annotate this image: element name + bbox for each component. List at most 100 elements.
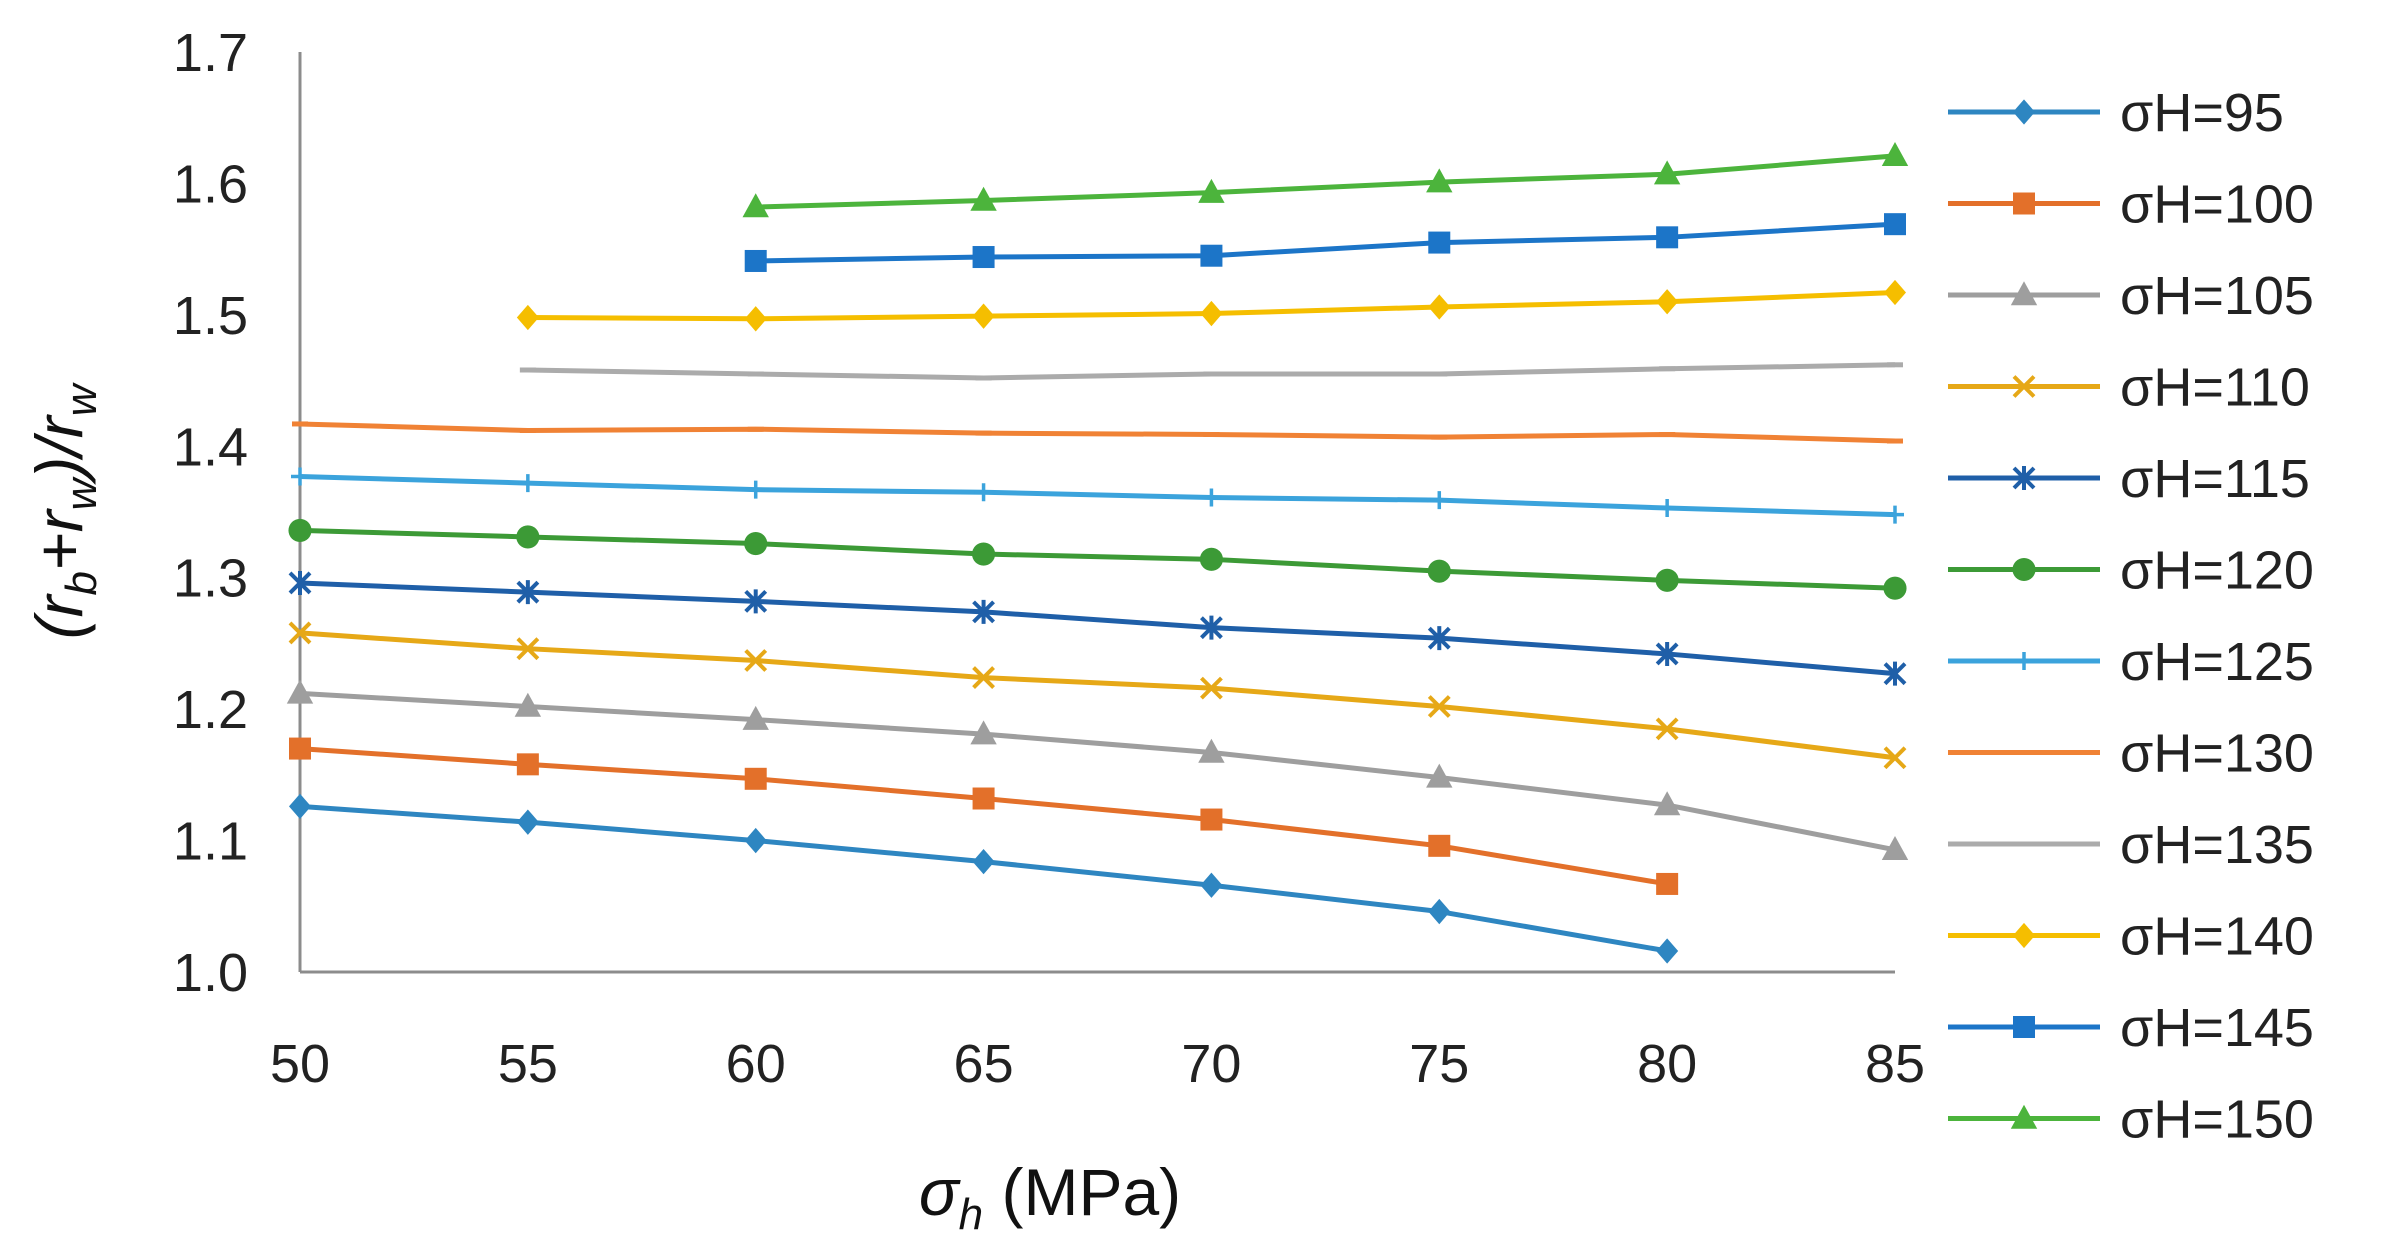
x-tick-label: 65 [954, 1034, 1014, 1094]
legend-item-sigmah-95: σH=95 [1948, 83, 2284, 143]
marker-star [1883, 661, 1907, 686]
marker-diamond [744, 306, 767, 332]
series-line [755, 221, 1896, 264]
marker-diamond [744, 827, 767, 854]
marker-x [744, 649, 768, 672]
x-axis-title-unit: (MPa) [1001, 1155, 1181, 1229]
legend-item-sigmah-130: σH=130 [1948, 724, 2314, 784]
x-tick-label: 80 [1637, 1034, 1697, 1094]
legend-label: σH=120 [2120, 541, 2314, 601]
marker-x [1655, 717, 1679, 741]
marker-x [2012, 375, 2036, 398]
marker-star [1427, 626, 1451, 651]
marker-triangle [514, 692, 542, 717]
marker-square [972, 787, 995, 810]
legend-label: σH=150 [2120, 1090, 2314, 1150]
series-line [299, 474, 1896, 518]
y-axis-title-part-4: w [57, 475, 106, 510]
y-tick-labels: 1.0 1.1 1.2 1.3 1.4 1.5 1.6 1.7 [173, 23, 248, 1003]
marker-circle [1655, 568, 1679, 592]
marker-circle [516, 525, 540, 549]
series-line [299, 580, 1896, 677]
marker-x [1883, 746, 1907, 770]
marker-circle [1883, 576, 1907, 600]
marker-plus [291, 467, 309, 486]
marker-square [1200, 244, 1223, 267]
marker-circle [288, 518, 312, 542]
marker-diamond [1200, 872, 1223, 898]
series-sigmah-115 [288, 570, 1907, 686]
x-tick-label: 55 [498, 1034, 558, 1094]
legend-item-sigmah-145: σH=145 [1948, 998, 2314, 1058]
marker-circle [1199, 547, 1223, 571]
marker-square [744, 249, 767, 272]
marker-star [972, 599, 995, 624]
y-axis-title-part-1: (r [22, 592, 96, 639]
y-tick-label: 1.7 [173, 23, 248, 83]
x-tick-label: 50 [270, 1034, 330, 1094]
marker-triangle [1653, 791, 1681, 816]
legend-item-sigmah-150: σH=150 [1948, 1090, 2314, 1150]
marker-diamond [1428, 294, 1451, 320]
series-sigmah-145 [744, 213, 1906, 272]
legend-label: σH=145 [2120, 998, 2314, 1058]
marker-diamond [972, 848, 995, 875]
marker-circle [972, 542, 996, 566]
x-axis-title-symbol: σ [919, 1155, 961, 1229]
legend: σH=95 σH=100 σH=105 σH=110 σH=115 σH=120 σH=12… [1948, 83, 2314, 1150]
x-tick-label: 75 [1409, 1034, 1469, 1094]
marker-plus [1202, 488, 1221, 507]
series-line [299, 421, 1896, 444]
marker-plus [746, 480, 765, 499]
marker-triangle [1198, 178, 1225, 203]
marker-diamond [1656, 938, 1679, 964]
series-sigmah-110 [288, 621, 1907, 770]
series-layer [286, 142, 1909, 964]
marker-triangle [286, 679, 314, 704]
legend-label: σH=105 [2120, 266, 2314, 326]
marker-x [288, 621, 312, 645]
marker-triangle [1653, 160, 1681, 185]
marker-diamond [1428, 898, 1451, 925]
marker-square [2013, 1016, 2035, 1038]
series-sigmah-135 [519, 362, 1903, 381]
legend-label: σH=100 [2120, 175, 2314, 235]
legend-item-sigmah-110: σH=110 [1948, 358, 2310, 418]
marker-x [1427, 695, 1451, 718]
marker-square [1200, 808, 1223, 831]
series-sigmah-100 [289, 737, 1679, 895]
series-sigmah-120 [288, 518, 1907, 600]
marker-triangle [1426, 168, 1453, 193]
marker-square [1656, 872, 1679, 895]
y-axis-title: (rb+rw)/rw [22, 381, 106, 639]
legend-item-sigmah-120: σH=120 [1948, 541, 2314, 601]
marker-diamond [2013, 922, 2035, 949]
y-tick-label: 1.4 [173, 417, 248, 477]
legend-label: σH=110 [2120, 358, 2310, 418]
x-tick-label: 60 [726, 1034, 786, 1094]
marker-diamond [289, 793, 311, 820]
marker-diamond [972, 303, 995, 329]
legend-label: σH=135 [2120, 815, 2314, 875]
series-line [755, 153, 1896, 210]
marker-triangle [970, 720, 997, 745]
marker-square [516, 753, 539, 776]
y-tick-label: 1.5 [173, 286, 248, 346]
legend-item-sigmah-125: σH=125 [1948, 632, 2314, 692]
series-sigmah-95 [289, 793, 1679, 964]
marker-x [972, 666, 995, 690]
legend-label: σH=125 [2120, 632, 2314, 692]
y-tick-label: 1.0 [173, 943, 248, 1003]
marker-triangle [2010, 281, 2038, 306]
marker-plus [1886, 505, 1904, 524]
x-axis-title-space [983, 1155, 1001, 1229]
marker-square [1428, 231, 1451, 254]
x-tick-labels: 50 55 60 65 70 75 80 85 [270, 1034, 1925, 1094]
marker-triangle [2010, 1104, 2038, 1129]
marker-star [1655, 641, 1679, 666]
series-sigmah-150 [742, 142, 1909, 218]
series-sigmah-105 [286, 679, 1909, 860]
marker-circle [1427, 559, 1451, 583]
marker-plus [2015, 652, 2033, 670]
